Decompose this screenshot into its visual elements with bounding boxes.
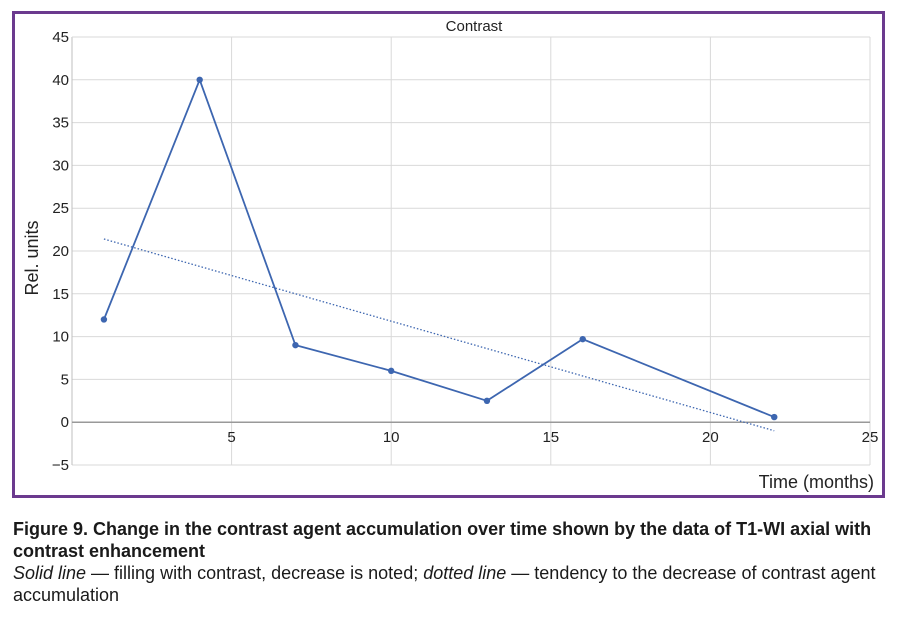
- y-tick-label: 35: [52, 115, 69, 132]
- caption-title: Figure 9. Change in the contrast agent a…: [13, 519, 872, 561]
- x-tick-label: 15: [542, 429, 559, 446]
- caption-body: Solid line — filling with contrast, decr…: [13, 562, 893, 606]
- chart-title: Contrast: [446, 18, 504, 35]
- y-tick-label: 5: [61, 371, 69, 388]
- trend-line: [103, 238, 775, 432]
- y-tick-label: 25: [52, 200, 69, 217]
- chart-frame: Contrast −5 0 5 10 15 20 25 30 35 40 45 5 10 15 20 25 T…: [12, 11, 885, 498]
- solid-line-term: Solid line: [13, 563, 87, 583]
- dotted-line-term: dotted line: [423, 563, 507, 583]
- solid-line-description: — filling with contrast, decrease is not…: [86, 563, 424, 583]
- y-tick-label: 15: [52, 286, 69, 303]
- y-axis-label: Rel. units: [22, 220, 42, 295]
- x-tick-label: 20: [702, 429, 719, 446]
- y-tick-label: 20: [52, 243, 69, 260]
- y-tick-label: 40: [52, 72, 69, 89]
- data-point: [771, 413, 778, 421]
- x-tick-label: 5: [227, 429, 235, 446]
- grid: [72, 36, 871, 466]
- x-tick-label: 10: [383, 429, 400, 446]
- x-tick-label: 25: [862, 429, 879, 446]
- x-axis-label: Time (months): [759, 472, 874, 492]
- y-tick-label: −5: [52, 457, 69, 474]
- y-tick-label: 0: [61, 414, 69, 431]
- line-chart: Contrast −5 0 5 10 15 20 25 30 35 40 45 5 10 15 20 25 T…: [22, 18, 878, 492]
- figure-caption: Figure 9. Change in the contrast agent a…: [13, 518, 893, 606]
- axes: −5 0 5 10 15 20 25 30 35 40 45 5 10 15 20 25: [52, 29, 878, 474]
- series-layer: [100, 76, 778, 432]
- data-point: [100, 316, 108, 323]
- dotted-line-description: — tendency to the decrease of contrast a…: [13, 563, 876, 605]
- data-point: [483, 397, 491, 404]
- data-line: [103, 77, 775, 418]
- y-tick-label: 30: [52, 157, 69, 174]
- y-tick-label: 45: [52, 29, 69, 46]
- data-point: [292, 341, 299, 349]
- y-tick-label: 10: [52, 329, 69, 346]
- data-point: [196, 76, 203, 83]
- data-point: [579, 335, 586, 343]
- data-point: [388, 367, 395, 375]
